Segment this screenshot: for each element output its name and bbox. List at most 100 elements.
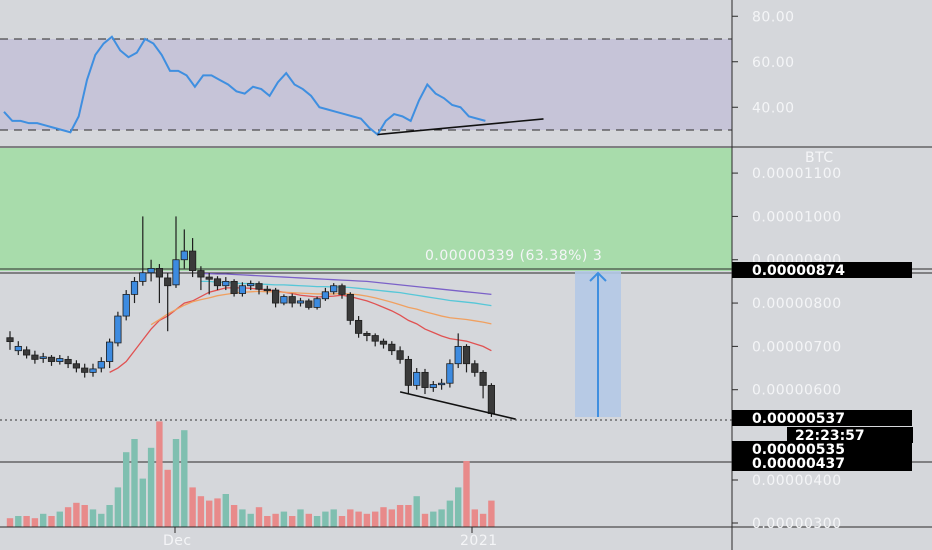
volume-tick-label: 0.00000300 xyxy=(752,516,842,532)
candle[interactable] xyxy=(89,363,97,377)
candle[interactable] xyxy=(305,298,313,310)
candle[interactable] xyxy=(180,229,188,269)
candle-body-up xyxy=(238,285,246,294)
candle[interactable] xyxy=(280,294,288,306)
volume-bar xyxy=(264,516,271,527)
candle[interactable] xyxy=(371,333,379,347)
candle[interactable] xyxy=(413,368,421,390)
price-tag[interactable] xyxy=(732,455,912,471)
candle[interactable] xyxy=(471,360,479,377)
volume-bar xyxy=(181,430,188,527)
candle[interactable] xyxy=(338,283,346,299)
volume-bar xyxy=(289,516,296,527)
candle[interactable] xyxy=(354,316,363,338)
candle[interactable] xyxy=(388,341,396,356)
candle[interactable] xyxy=(130,277,139,304)
candle[interactable] xyxy=(222,277,230,291)
candle[interactable] xyxy=(122,290,130,321)
candle[interactable] xyxy=(313,296,321,310)
candle[interactable] xyxy=(454,333,462,369)
volume-bar xyxy=(73,502,80,527)
volume-bar xyxy=(438,509,445,527)
candle[interactable] xyxy=(446,359,454,388)
oscillator-band xyxy=(0,39,732,130)
candle[interactable] xyxy=(72,360,80,373)
candle-body-down xyxy=(288,296,296,304)
candle[interactable] xyxy=(172,216,180,288)
candle[interactable] xyxy=(197,266,205,291)
candle[interactable] xyxy=(255,281,263,295)
price-tag[interactable] xyxy=(732,262,912,278)
volume-bar xyxy=(23,516,30,527)
price-trendline[interactable] xyxy=(399,391,516,420)
oscillator-trendline[interactable] xyxy=(377,118,544,136)
candle[interactable] xyxy=(114,311,122,347)
candle[interactable] xyxy=(421,368,429,395)
candle-body-down xyxy=(354,319,363,334)
candle[interactable] xyxy=(56,355,64,365)
candle[interactable] xyxy=(6,331,14,350)
volume-bar xyxy=(147,447,155,527)
candle[interactable] xyxy=(271,287,280,308)
time-axis[interactable]: Dec 2021 xyxy=(163,527,498,549)
candle[interactable] xyxy=(164,272,172,332)
candle[interactable] xyxy=(139,216,147,286)
candle[interactable] xyxy=(263,285,271,295)
price-tag[interactable] xyxy=(732,441,912,457)
price-tick-label: 0.00000800 xyxy=(752,296,842,312)
candle-body-up xyxy=(39,356,47,359)
candle[interactable] xyxy=(247,280,255,291)
candle[interactable] xyxy=(404,355,413,395)
candle[interactable] xyxy=(230,279,238,297)
volume-tick-label: 0.00000400 xyxy=(752,473,842,489)
candle-body-up xyxy=(296,300,305,304)
candle[interactable] xyxy=(379,338,388,349)
candle[interactable] xyxy=(47,355,56,366)
candle-body-down xyxy=(396,350,404,360)
candle-body-up xyxy=(446,363,454,384)
candle[interactable] xyxy=(321,287,330,301)
candle[interactable] xyxy=(64,355,72,369)
candle-body-up xyxy=(172,259,180,286)
candle[interactable] xyxy=(487,383,496,417)
candle[interactable] xyxy=(97,357,105,373)
candle-body-down xyxy=(388,343,396,352)
candle[interactable] xyxy=(330,283,338,295)
candle[interactable] xyxy=(429,381,437,392)
volume-bar xyxy=(421,513,429,527)
candle-body-up xyxy=(247,283,255,287)
candle[interactable] xyxy=(363,331,371,342)
candle[interactable] xyxy=(396,346,404,364)
candle[interactable] xyxy=(288,293,296,308)
candle-body-down xyxy=(363,332,371,336)
candle[interactable] xyxy=(346,292,354,325)
candle[interactable] xyxy=(106,338,114,369)
price-tag[interactable] xyxy=(787,427,913,443)
candle[interactable] xyxy=(238,282,246,297)
candle[interactable] xyxy=(14,341,22,356)
candle[interactable] xyxy=(213,276,222,291)
candle-body-up xyxy=(114,315,122,344)
candle[interactable] xyxy=(81,363,89,378)
candle[interactable] xyxy=(188,238,197,278)
candle[interactable] xyxy=(479,370,487,399)
candle[interactable] xyxy=(155,264,163,304)
volume-bar xyxy=(40,513,47,527)
volume-bar xyxy=(388,509,395,527)
candle-body-down xyxy=(487,384,496,414)
candle[interactable] xyxy=(205,272,213,295)
candle-body-down xyxy=(22,349,31,356)
candle[interactable] xyxy=(22,346,31,359)
candle[interactable] xyxy=(39,352,47,363)
candle[interactable] xyxy=(462,344,471,373)
volume-bar xyxy=(156,421,163,527)
candle[interactable] xyxy=(31,350,39,364)
candle[interactable] xyxy=(437,378,446,390)
volume-bar xyxy=(305,513,312,527)
candle[interactable] xyxy=(296,297,305,307)
price-tag[interactable] xyxy=(732,410,912,426)
candle-body-up xyxy=(97,361,105,369)
candle[interactable] xyxy=(147,259,155,282)
